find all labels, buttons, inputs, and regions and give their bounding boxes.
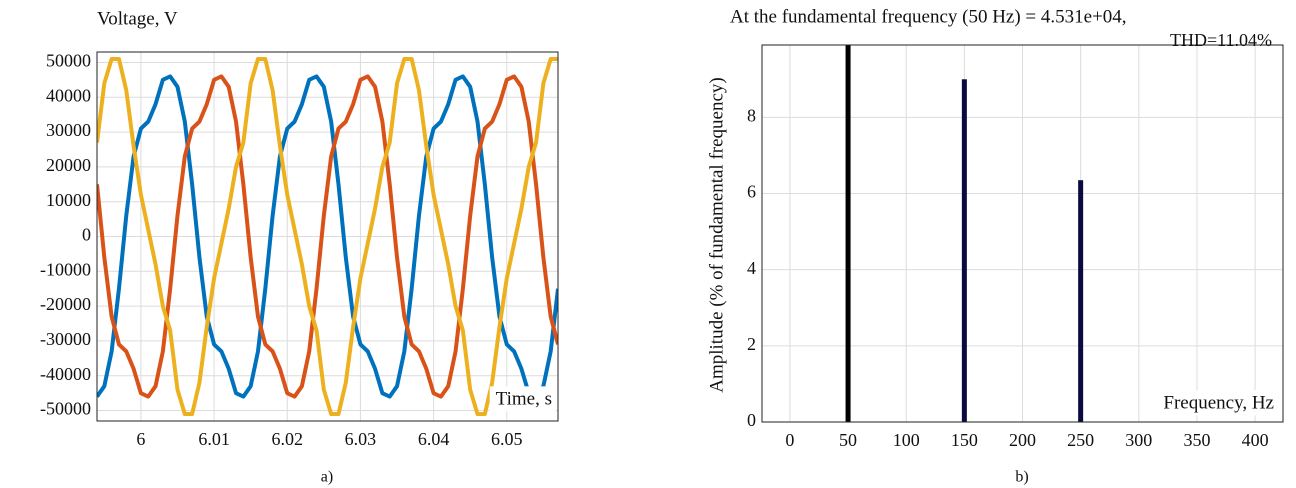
line-series <box>97 74 558 399</box>
x-tick-label: 6.04 <box>418 429 450 449</box>
y-axis-label: Amplitude (% of fundamental frequency) <box>706 77 727 393</box>
line-series <box>97 56 558 417</box>
x-tick-label: 150 <box>951 430 978 450</box>
axes-frame <box>761 44 1284 423</box>
x-tick-label: 300 <box>1125 430 1152 450</box>
y-tick-label: -10000 <box>40 259 91 279</box>
bar <box>1078 180 1084 422</box>
x-tick-label: 6.03 <box>345 429 377 449</box>
marks <box>97 56 558 417</box>
x-tick-label: 200 <box>1009 430 1036 450</box>
plot: 0 2 4 6 8 0 50 100 150 200 250 300 350 400 At the fund… <box>706 6 1284 486</box>
caption: b) <box>1015 469 1028 486</box>
y-tick-label: -30000 <box>40 329 91 349</box>
y-tick-label: 20000 <box>46 155 91 175</box>
x-tick-label: 50 <box>839 430 857 450</box>
bar <box>961 79 967 422</box>
y-tick-label: 10000 <box>46 190 91 210</box>
y-tick-label: 2 <box>747 334 756 354</box>
axes-frame <box>96 51 559 422</box>
y-tick-label: 0 <box>747 410 756 430</box>
x-axis-label: Time, s <box>496 388 552 409</box>
y-tick-label: -20000 <box>40 294 91 314</box>
x-tick-label: 6 <box>136 429 145 449</box>
x-axis-label-box <box>489 386 556 412</box>
y-tick-label: 4 <box>747 258 756 278</box>
x-tick-label: 6.05 <box>491 429 523 449</box>
y-tick-label: -50000 <box>40 399 91 419</box>
y-tick-label: 50000 <box>46 51 91 71</box>
x-tick-label: 250 <box>1067 430 1094 450</box>
x-tick-label: 0 <box>785 430 794 450</box>
y-tick-label: 6 <box>747 182 756 202</box>
x-tick-label: 100 <box>893 430 920 450</box>
caption: a) <box>321 469 333 486</box>
marks <box>845 45 1084 422</box>
x-tick-label: 400 <box>1242 430 1269 450</box>
x-axis-label-box <box>1157 390 1278 416</box>
y-tick-label: 8 <box>747 105 756 125</box>
x-tick-label: 6.02 <box>272 429 304 449</box>
plot: -50000 -40000 -30000 -20000 -10000 0 10000 2000… <box>40 8 559 486</box>
y-tick-label: 0 <box>82 225 91 245</box>
chart-title: Voltage, V <box>97 8 178 29</box>
bar <box>845 45 851 422</box>
y-tick-label: 30000 <box>46 120 91 140</box>
x-axis-label: Frequency, Hz <box>1163 392 1274 413</box>
x-tick-label: 350 <box>1183 430 1210 450</box>
x-tick-label: 6.01 <box>198 429 230 449</box>
y-tick-label: 40000 <box>46 85 91 105</box>
y-tick-label: -40000 <box>40 364 91 384</box>
chart-subtitle: THD=11.04% <box>1170 30 1272 50</box>
chart-title: At the fundamental frequency (50 Hz) = 4… <box>730 6 1127 27</box>
line-series <box>97 74 558 399</box>
